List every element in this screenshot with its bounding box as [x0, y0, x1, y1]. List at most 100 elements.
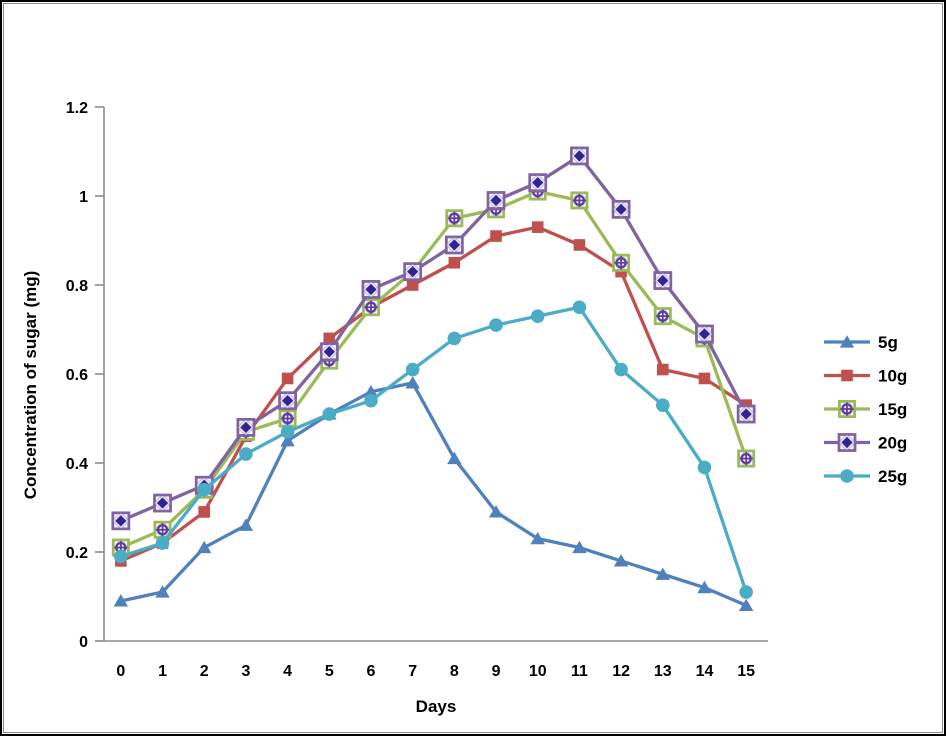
25g-marker — [114, 549, 128, 564]
20g-marker — [653, 271, 673, 290]
series-layer — [111, 146, 756, 611]
circle-cross-marker-icon — [615, 257, 627, 269]
10g-marker — [490, 230, 502, 242]
20g-marker — [278, 391, 297, 411]
diamond-marker-icon — [238, 420, 253, 435]
x-tick-label: 15 — [737, 663, 755, 680]
25g-marker — [447, 331, 462, 346]
x-tick-label: 1 — [158, 663, 167, 680]
15g-marker — [737, 449, 756, 468]
circle-marker-icon — [739, 585, 753, 599]
5g-marker — [447, 451, 462, 465]
y-tick-label: 0.4 — [66, 456, 88, 473]
20g-marker — [111, 511, 131, 531]
circle-marker-icon — [447, 331, 462, 346]
10g-marker — [656, 363, 669, 376]
diamond-marker-icon — [739, 407, 754, 422]
15g-line — [119, 189, 748, 550]
25g-marker — [530, 309, 545, 323]
25g-marker — [322, 407, 337, 421]
square-marker-icon — [323, 332, 336, 345]
legend-item-20g: 20g — [824, 433, 907, 453]
triangle-marker-icon — [839, 335, 855, 348]
5g-marker — [488, 505, 504, 518]
x-tick-label: 5 — [325, 663, 334, 680]
axes: 00.20.40.60.811.20 1 2 3 4 5 6 7 8 9 10 11 12 13 14 15 — [66, 100, 768, 680]
x-tick-label: 9 — [492, 663, 501, 680]
diamond-marker-icon — [405, 264, 420, 279]
20g-marker — [486, 191, 506, 210]
x-tick-label: 6 — [367, 663, 376, 680]
10g-marker — [281, 372, 294, 385]
series-20g — [111, 146, 756, 531]
legend-item-10g: 10g — [824, 367, 907, 386]
25g-marker — [239, 447, 253, 461]
diamond-marker-icon — [363, 282, 378, 297]
x-tick-label: 10 — [529, 663, 547, 680]
triangle-marker-icon — [530, 531, 545, 545]
legend-item-15g: 15g — [824, 400, 907, 419]
square-marker-icon — [656, 363, 669, 376]
20g-marker — [528, 173, 548, 193]
legend-marker — [839, 335, 855, 348]
triangle-marker-icon — [488, 505, 504, 518]
5g-marker — [197, 540, 212, 554]
y-axis-title: Concentration of sugar (mg) — [21, 271, 40, 500]
x-tick-label: 7 — [408, 663, 417, 680]
circle-marker-icon — [655, 398, 670, 412]
15g-marker — [612, 253, 631, 272]
10g-line — [119, 225, 748, 563]
20g-marker — [361, 280, 381, 299]
circle-marker-icon — [840, 469, 854, 483]
diamond-marker-icon — [155, 496, 170, 511]
x-axis-title: Days — [416, 697, 457, 716]
square-marker-icon — [490, 230, 502, 242]
5g-marker — [405, 376, 420, 389]
legend-item-5g: 5g — [824, 333, 898, 352]
20g-marker — [570, 146, 589, 166]
figure-inner-frame — [3, 3, 943, 733]
5g-marker — [363, 385, 379, 398]
20g-marker — [153, 493, 172, 513]
5g-marker — [238, 518, 254, 531]
diamond-marker-icon — [572, 148, 587, 163]
circle-cross-marker-icon — [281, 412, 294, 425]
20g-marker — [319, 342, 339, 362]
25g-marker — [655, 398, 670, 412]
5g-marker — [572, 540, 587, 554]
25g-marker — [364, 393, 378, 408]
y-tick-label: 1 — [79, 189, 88, 206]
square-marker-icon — [198, 506, 211, 518]
square-marker-icon — [281, 372, 294, 385]
circle-marker-icon — [280, 425, 295, 439]
triangle-marker-icon — [197, 540, 212, 554]
triangle-marker-icon — [155, 585, 170, 598]
legend-marker — [837, 433, 857, 452]
25g-marker — [155, 536, 170, 550]
triangle-marker-icon — [655, 567, 670, 580]
20g-marker — [236, 417, 256, 437]
diamond-marker-icon — [697, 326, 712, 341]
y-tick-label: 0.6 — [66, 367, 88, 384]
x-tick-label: 3 — [241, 663, 250, 680]
circle-cross-marker-icon — [740, 452, 752, 465]
circle-cross-marker-icon — [841, 403, 853, 415]
x-tick-label: 2 — [200, 663, 209, 680]
x-tick-label: 13 — [654, 663, 672, 680]
triangle-marker-icon — [697, 580, 712, 594]
circle-marker-icon — [155, 536, 170, 550]
circle-marker-icon — [114, 549, 128, 564]
15g-marker — [278, 409, 297, 428]
5g-marker — [738, 598, 754, 611]
10g-marker — [406, 279, 419, 291]
25g-line — [119, 305, 748, 594]
15g-marker — [445, 209, 464, 228]
diamond-marker-icon — [614, 202, 629, 217]
5g-marker — [697, 580, 712, 594]
circle-marker-icon — [530, 309, 545, 323]
20g-marker — [695, 324, 714, 344]
circle-cross-marker-icon — [573, 194, 586, 207]
20g-marker — [403, 262, 423, 282]
circle-marker-icon — [489, 318, 503, 332]
20g-line — [119, 154, 748, 523]
